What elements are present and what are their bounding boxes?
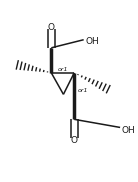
Text: or1: or1 <box>57 67 68 72</box>
Text: OH: OH <box>86 37 99 46</box>
Text: or1: or1 <box>78 88 88 94</box>
Text: O: O <box>47 23 54 32</box>
Text: O: O <box>70 136 77 145</box>
Text: OH: OH <box>121 126 135 135</box>
